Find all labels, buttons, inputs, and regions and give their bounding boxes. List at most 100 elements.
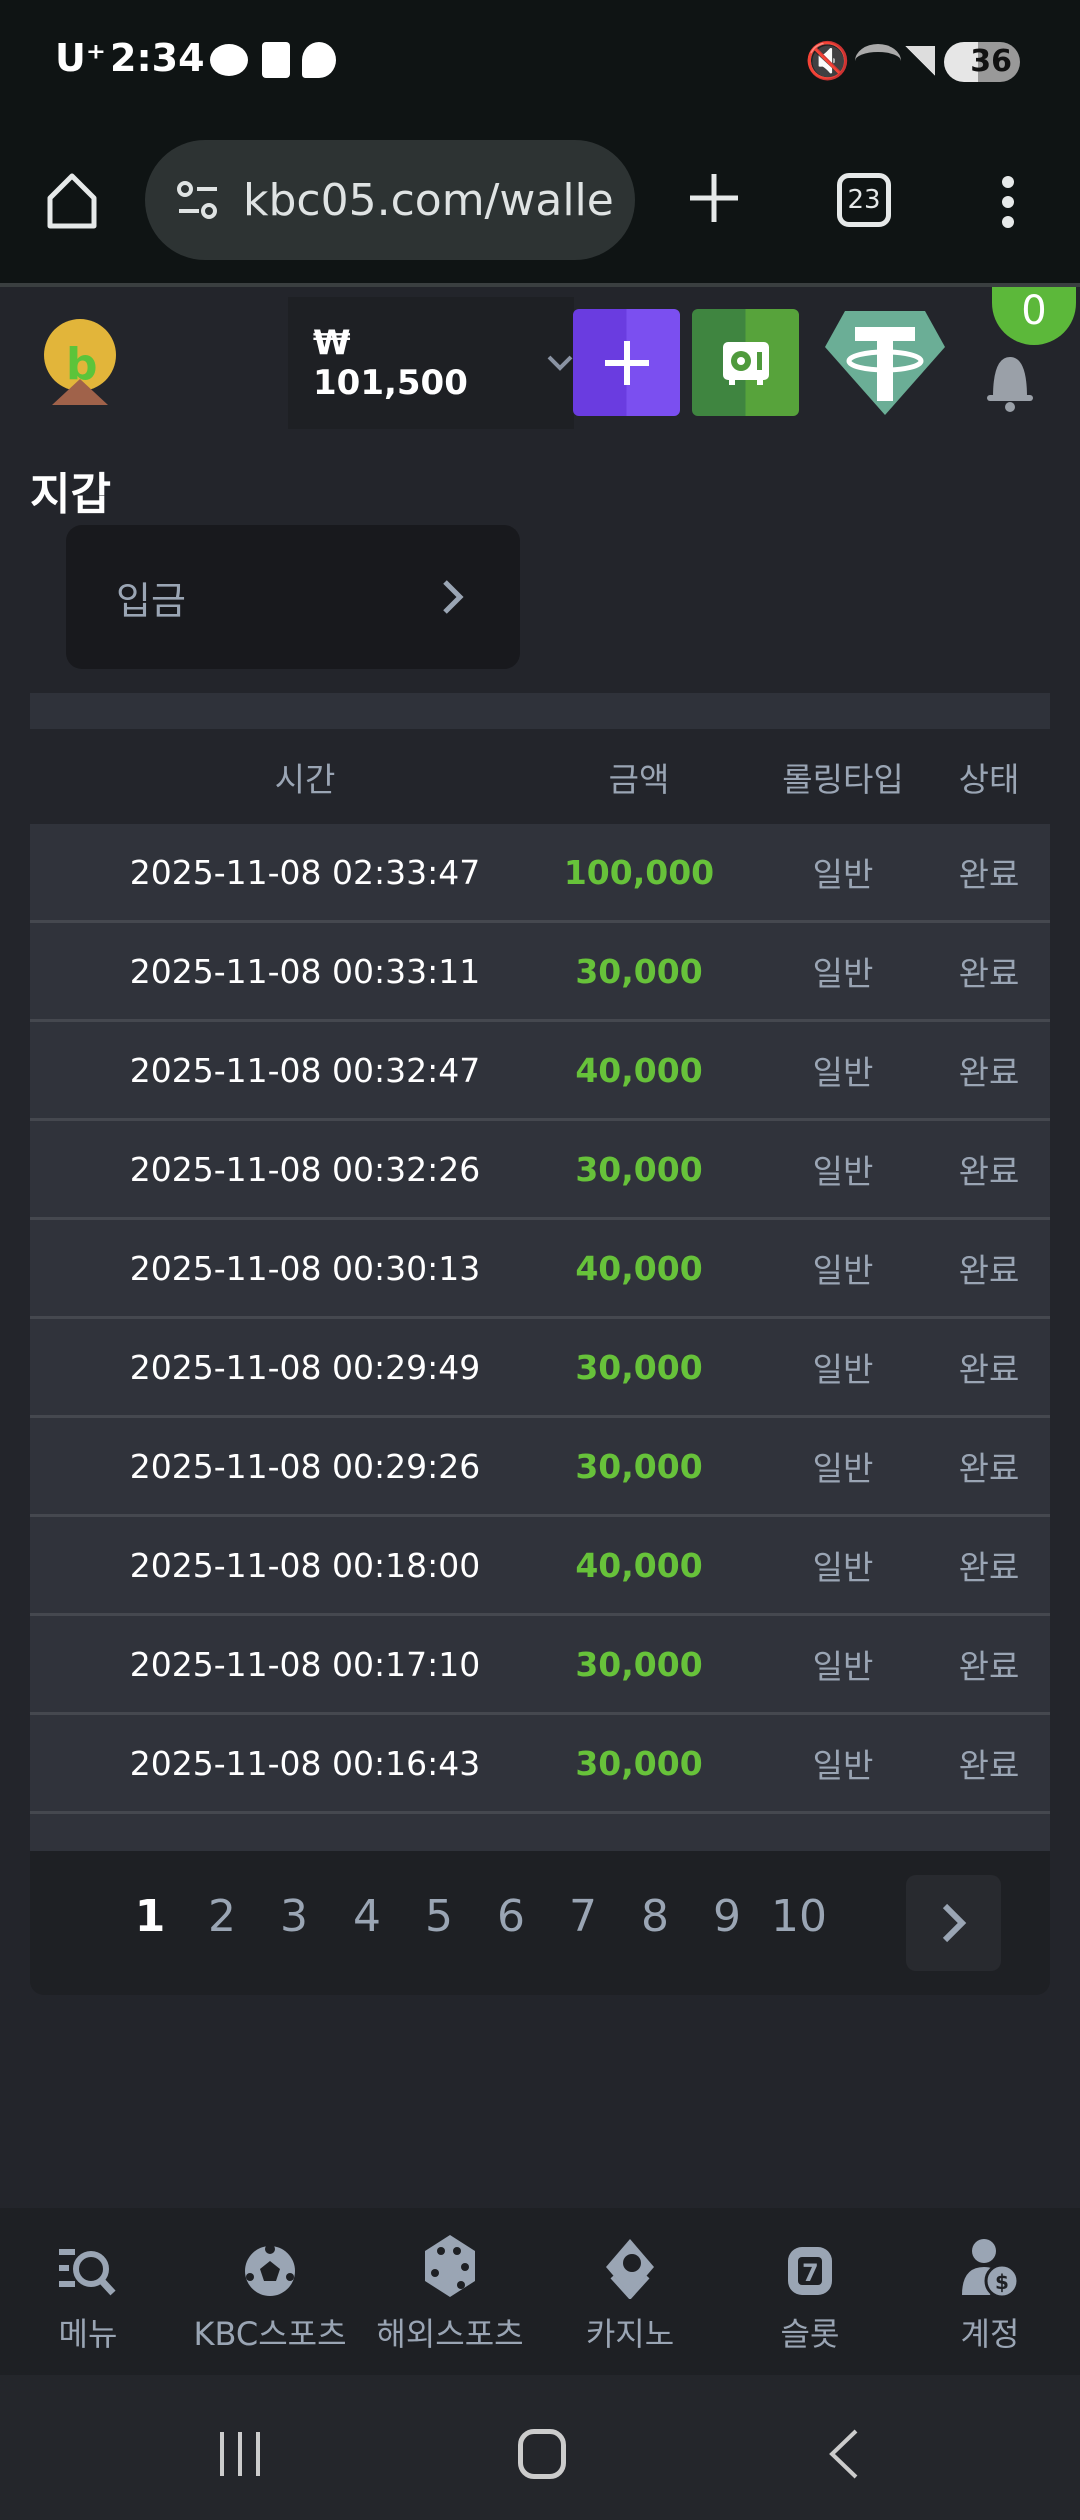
page-5-button[interactable]: 5	[425, 1891, 453, 1942]
slot-seven-icon: 7	[782, 2233, 838, 2299]
account-coin-icon: $	[960, 2233, 1020, 2299]
row-status: 완료	[958, 1548, 1020, 1587]
nav-item-4[interactable]: 카지노	[540, 2208, 720, 2375]
row-amount: 30,000	[575, 1743, 703, 1783]
row-rolling-type: 일반	[812, 1449, 874, 1488]
row-time: 2025-11-08 00:33:11	[129, 951, 481, 991]
home-button[interactable]	[518, 2429, 566, 2479]
nav-item-1[interactable]: 메뉴	[0, 2208, 178, 2375]
page-1-button[interactable]: 1	[134, 1891, 166, 1942]
row-status: 완료	[958, 1053, 1020, 1092]
page-4-button[interactable]: 4	[353, 1891, 381, 1942]
add-funds-button[interactable]	[573, 309, 680, 416]
table-row: 2025-11-08 00:30:13 40,000 일반 완료	[30, 1220, 1050, 1319]
nav-item-6[interactable]: $ 계정	[900, 2208, 1080, 2375]
table-row: 2025-11-08 00:32:47 40,000 일반 완료	[30, 1022, 1050, 1121]
site-logo[interactable]: b	[40, 317, 120, 407]
row-time: 2025-11-08 00:32:26	[129, 1149, 481, 1189]
home-icon[interactable]	[44, 170, 100, 230]
chevron-right-icon	[443, 580, 464, 614]
row-rolling-type: 일반	[812, 1152, 874, 1191]
b-app-icon	[262, 42, 290, 78]
column-rolling-type: 롤링타입	[782, 759, 904, 799]
nav-item-2[interactable]: KBC스포츠	[180, 2208, 360, 2375]
row-rolling-type: 일반	[812, 1251, 874, 1290]
site-header: b ₩ 101,500 0	[0, 283, 1080, 435]
row-time: 2025-11-08 00:18:00	[129, 1545, 481, 1585]
page-9-button[interactable]: 9	[713, 1891, 741, 1942]
url-bar[interactable]: kbc05.com/walle	[145, 140, 635, 260]
row-time: 2025-11-08 02:33:47	[129, 852, 481, 892]
row-rolling-type: 일반	[812, 954, 874, 993]
page-10-button[interactable]: 10	[771, 1891, 827, 1942]
row-rolling-type: 일반	[812, 1548, 874, 1587]
row-amount: 30,000	[575, 1347, 703, 1387]
bell-icon[interactable]	[985, 347, 1035, 413]
table-row: 2025-11-08 00:32:26 30,000 일반 완료	[30, 1121, 1050, 1220]
nav-label: 계정	[960, 2315, 1020, 2353]
page-7-button[interactable]: 7	[569, 1891, 597, 1942]
row-rolling-type: 일반	[812, 855, 874, 894]
page-3-button[interactable]: 3	[280, 1891, 308, 1942]
table-row: 2025-11-08 00:33:11 30,000 일반 완료	[30, 923, 1050, 1022]
page-6-button[interactable]: 6	[497, 1891, 525, 1942]
tab-switcher-button[interactable]: 23	[837, 173, 891, 227]
nav-item-3[interactable]: 해외스포츠	[360, 2208, 540, 2375]
page-8-button[interactable]: 8	[641, 1891, 669, 1942]
thread-icon	[302, 42, 336, 78]
wifi-icon	[855, 44, 901, 78]
table-row: 2025-11-08 00:29:26 30,000 일반 완료	[30, 1418, 1050, 1517]
plus-icon	[604, 340, 649, 385]
row-status: 완료	[958, 1152, 1020, 1191]
system-and-browser-bar: U⁺ 2:34 🔇 36 kbc05.com/walle 23	[0, 0, 1080, 283]
clock: 2:34	[110, 36, 205, 80]
row-rolling-type: 일반	[812, 1647, 874, 1686]
safe-icon	[722, 341, 769, 385]
svg-text:7: 7	[802, 2259, 819, 2287]
nav-label: 슬롯	[780, 2315, 840, 2353]
url-text: kbc05.com/walle	[243, 174, 614, 226]
row-amount: 30,000	[575, 1149, 703, 1189]
row-rolling-type: 일반	[812, 1746, 874, 1785]
row-amount: 40,000	[575, 1248, 703, 1288]
row-status: 완료	[958, 1449, 1020, 1488]
row-rolling-type: 일반	[812, 1053, 874, 1092]
mute-icon: 🔇	[805, 41, 850, 82]
row-amount: 30,000	[575, 951, 703, 991]
more-menu-icon[interactable]	[998, 175, 1018, 229]
svg-text:$: $	[995, 2270, 1009, 2294]
row-amount: 100,000	[563, 852, 715, 892]
row-amount: 40,000	[575, 1545, 703, 1585]
deposit-button[interactable]: 입금	[66, 525, 520, 669]
soccer-ball-icon	[242, 2233, 298, 2299]
row-status: 완료	[958, 1647, 1020, 1686]
row-amount: 40,000	[575, 1050, 703, 1090]
nav-label: KBC스포츠	[193, 2315, 347, 2353]
row-status: 완료	[958, 1746, 1020, 1785]
row-time: 2025-11-08 00:32:47	[129, 1050, 481, 1090]
row-amount: 30,000	[575, 1644, 703, 1684]
row-time: 2025-11-08 00:29:26	[129, 1446, 481, 1486]
page-title: 지갑	[30, 469, 111, 520]
table-bottom-band	[30, 1814, 1050, 1853]
row-status: 완료	[958, 1350, 1020, 1389]
page-2-button[interactable]: 2	[208, 1891, 236, 1942]
tether-icon[interactable]	[825, 309, 945, 417]
table-row: 2025-11-08 00:16:43 30,000 일반 완료	[30, 1715, 1050, 1814]
recent-apps-icon[interactable]	[218, 2430, 262, 2478]
pagination: 1 2 3 4 5 6 7 8 9 10	[30, 1851, 1050, 1995]
notification-badge: 0	[992, 287, 1076, 345]
safe-button[interactable]	[692, 309, 799, 416]
balance-dropdown[interactable]: ₩ 101,500	[288, 297, 574, 429]
new-tab-icon[interactable]	[688, 172, 740, 224]
row-rolling-type: 일반	[812, 1350, 874, 1389]
table-top-band	[30, 693, 1050, 729]
nav-item-5[interactable]: 7 슬롯	[720, 2208, 900, 2375]
back-icon[interactable]	[828, 2429, 860, 2479]
site-settings-icon[interactable]	[175, 177, 221, 223]
table-header: 시간 금액 롤링타입 상태	[30, 729, 1050, 824]
next-page-button[interactable]	[906, 1875, 1001, 1971]
table-row: 2025-11-08 00:17:10 30,000 일반 완료	[30, 1616, 1050, 1715]
column-status: 상태	[958, 759, 1020, 799]
row-amount: 30,000	[575, 1446, 703, 1486]
